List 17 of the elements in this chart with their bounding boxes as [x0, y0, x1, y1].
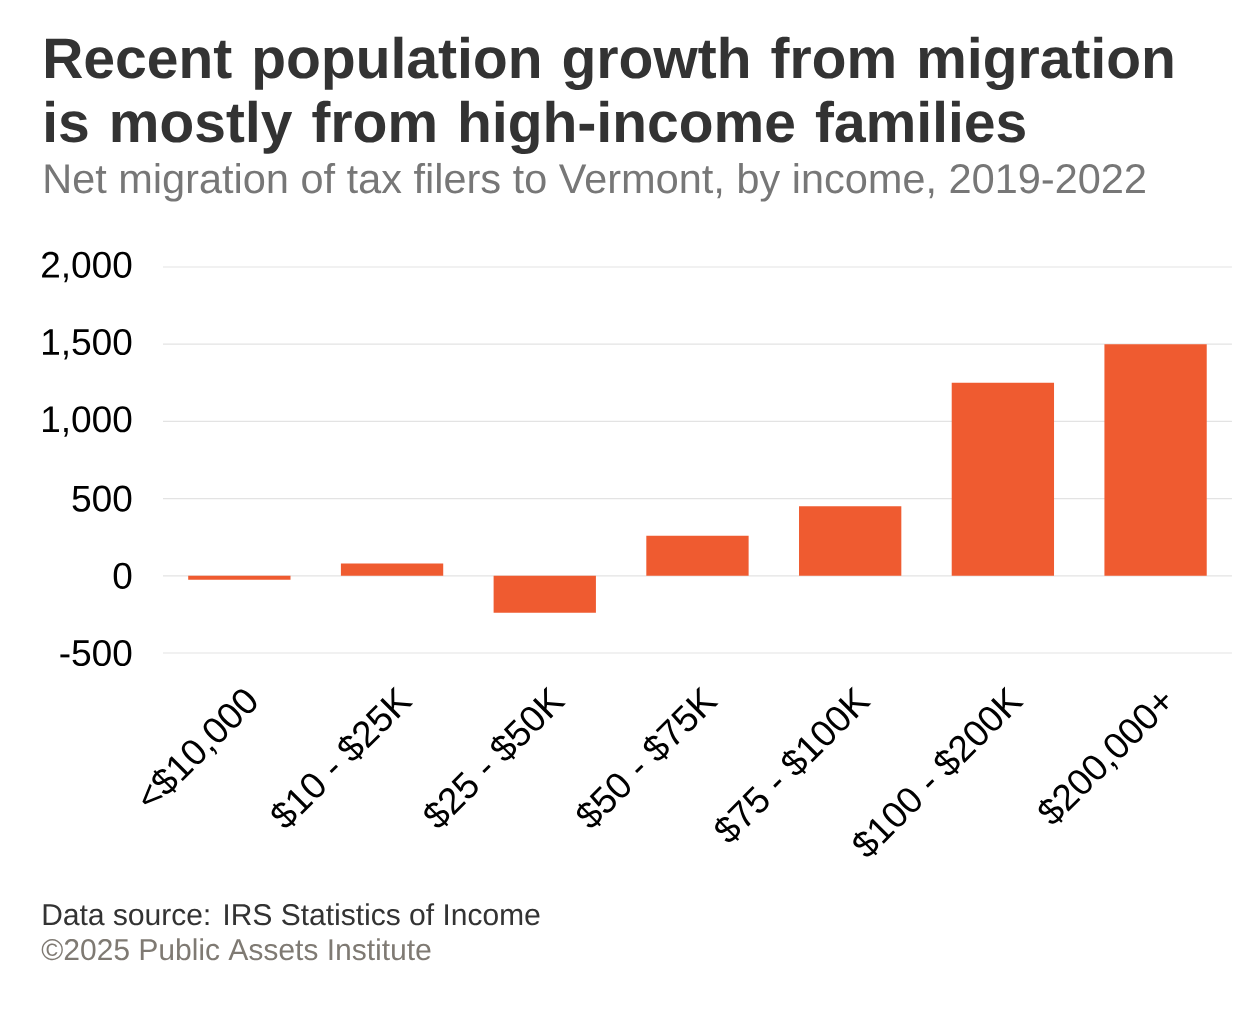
chart-subtitle: Net migration of tax filers to Vermont, by income, 2019-2022 [45, 162, 1145, 202]
bar [493, 575, 596, 613]
bar [188, 575, 291, 580]
text: ©2025 Public Assets Institute [41, 938, 431, 961]
y-tick-label: 1,500 [43, 328, 132, 360]
y-tick-label: 500 [72, 485, 132, 512]
y-tick-label: 1,000 [43, 406, 132, 437]
bar [1104, 344, 1207, 576]
y-tick-label: -500 [60, 639, 132, 667]
y-tick-label: 2,000 [42, 251, 132, 283]
chart-title: Recent population growth from migration is mostly from high-income families [46, 36, 1173, 155]
source-note: Data source: IRS Statistics of Income [43, 903, 540, 926]
bar [340, 563, 444, 576]
bar [799, 506, 902, 576]
bar [646, 535, 749, 576]
y-tick-label: 0 [113, 562, 132, 589]
bar [951, 382, 1055, 576]
